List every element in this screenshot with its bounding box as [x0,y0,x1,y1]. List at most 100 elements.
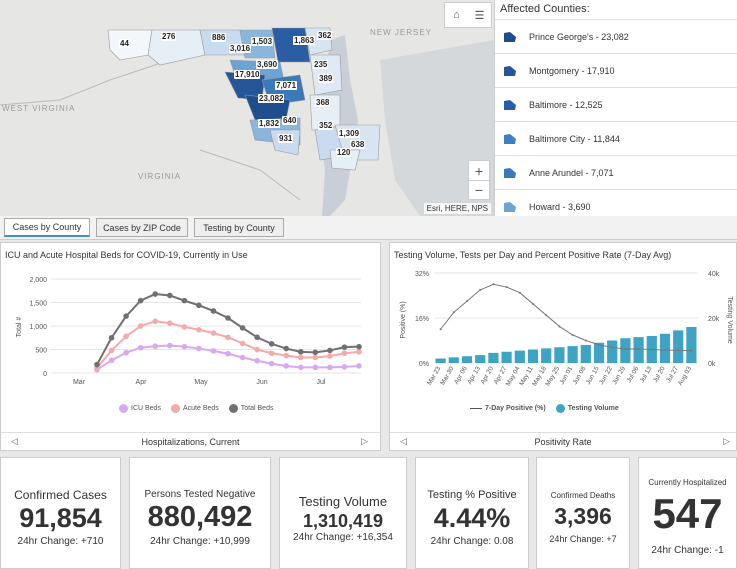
card-value: 91,854 [19,503,102,533]
tab-cases-by-county[interactable]: Cases by County [4,218,90,237]
data-point [341,364,348,370]
county-count[interactable]: 120 [336,148,352,157]
chevron-right-icon[interactable]: ▷ [723,436,730,446]
card-change: 24hr Change: 0.08 [430,536,514,547]
county-count[interactable]: 931 [278,134,294,143]
affected-county-item[interactable]: Baltimore City - 11,844 [495,121,737,155]
data-point [239,325,246,331]
data-point [196,302,202,309]
data-point [254,346,260,353]
county-count[interactable]: 23,082 [258,94,285,103]
county-count[interactable]: 235 [313,60,329,69]
affected-county-label: Prince George's - 23,082 [529,31,629,42]
county-count[interactable]: 368 [315,98,331,107]
map-label-virginia: VIRGINIA [138,172,182,181]
x-tick-label: Apr [136,379,148,386]
affected-counties-panel: Affected Counties: Prince George's - 23,… [494,0,737,216]
volume-bar [514,350,525,363]
county-shape-icon [504,133,516,144]
series-line [96,320,360,369]
county-count[interactable]: 276 [161,32,177,41]
data-point [268,360,275,367]
chevron-right-icon[interactable]: ▷ [361,436,368,446]
data-point [239,354,246,361]
hospitalization-footer-label: Hospitalizations, Current [141,436,240,447]
y-tick-label: 1,000 [29,324,47,331]
y-tick-label: 0 [43,371,47,378]
positive-rate-line [440,283,692,352]
legend-label[interactable]: 7-Day Positive (%) [485,405,546,412]
y2-axis-label: Testing Volume [726,296,733,344]
card-persons-tested-negative: Persons Tested Negative 880,492 24hr Cha… [129,457,271,569]
county-count[interactable]: 352 [318,121,334,130]
data-point [210,308,217,314]
county-map[interactable]: NEW JERSEY WEST VIRGINIA VIRGINIA 44 276… [0,0,494,216]
positive-rate-point [532,302,534,305]
testing-legend: 7-Day Positive (%) Testing Volume [470,404,619,413]
hospitalization-footer: ◁ Hospitalizations, Current ▷ [1,432,380,450]
hospitalization-chart[interactable]: 0 500 1,000 1,500 2,000 Total # Mar Apr May Jun Ju… [1,265,380,415]
positive-rate-point [452,311,455,314]
map-label-new-jersey: NEW JERSEY [370,28,433,37]
volume-bar [686,327,697,363]
legend-label[interactable]: ICU Beds [131,405,161,412]
county-count[interactable]: 640 [282,116,298,125]
x-tick-label: Jun [256,379,267,386]
zoom-in-button[interactable]: + [474,162,484,179]
affected-county-item[interactable]: Montgomery - 17,910 [495,53,737,87]
county-count[interactable]: 886 [211,33,227,42]
x-tick-label: Mar [73,379,86,386]
map-toolbar: ⌂ ☰ [444,2,492,28]
chevron-left-icon[interactable]: ◁ [11,436,18,446]
affected-county-label: Howard - 3,690 [529,201,591,212]
volume-bar [527,349,539,363]
affected-county-item[interactable]: Baltimore - 12,525 [495,87,737,121]
data-point [108,357,115,364]
x-tick-label: May [194,379,208,386]
card-currently-hospitalized: Currently Hospitalized 547 24hr Change: … [638,457,737,569]
map-basemap [0,0,494,216]
positive-rate-point [637,347,640,350]
data-point [297,354,304,361]
data-point [268,341,275,347]
affected-county-item[interactable]: Prince George's - 23,082 [495,19,737,53]
affected-county-item[interactable]: Anne Arundel - 7,071 [495,155,737,189]
legend-label[interactable]: Testing Volume [567,405,619,412]
county-count[interactable]: 638 [350,140,366,149]
data-point [341,350,348,357]
positive-rate-point [558,325,561,328]
county-count[interactable]: 3,016 [229,44,252,53]
tab-testing-by-county[interactable]: Testing by County [194,218,284,237]
data-point [137,323,144,329]
county-count[interactable]: 44 [119,39,130,48]
county-count[interactable]: 1,863 [293,36,316,45]
county-count[interactable]: 3,690 [256,60,279,69]
legend-swatch [555,404,565,413]
county-count[interactable]: 1,309 [338,129,361,138]
testing-chart[interactable]: 0% 16% 32% 0k 20k 40k Positive (%) Testing Volu… [390,265,736,405]
data-point [108,334,115,341]
card-testing-volume: Testing Volume 1,310,419 24hr Change: +1… [279,457,407,569]
legend-swatch [170,404,180,413]
x-tick-label: Aug 03 [677,365,694,387]
zoom-out-button[interactable]: − [469,180,489,199]
list-icon[interactable]: ☰ [474,9,485,22]
positive-rate-point [545,314,548,317]
county-count[interactable]: 7,071 [275,81,298,90]
affected-county-item[interactable]: Howard - 3,690 [495,189,737,216]
home-icon[interactable]: ⌂ [453,9,460,21]
county-count[interactable]: 389 [318,74,334,83]
county-count[interactable]: 1,832 [258,119,281,128]
legend-label[interactable]: Total Beds [240,405,274,412]
chevron-left-icon[interactable]: ◁ [400,436,407,446]
y2-tick-label: 0k [708,361,716,368]
county-count[interactable]: 1,503 [251,37,274,46]
volume-bar [673,330,684,363]
tab-cases-by-zip[interactable]: Cases by ZIP Code [96,218,188,237]
card-testing-positive: Testing % Positive 4.44% 24hr Change: 0.… [415,457,529,569]
county-count[interactable]: 362 [317,31,333,40]
county-count[interactable]: 17,910 [234,70,261,79]
card-value: 547 [652,490,723,537]
data-point [152,291,159,297]
legend-label[interactable]: Acute Beds [182,405,219,412]
